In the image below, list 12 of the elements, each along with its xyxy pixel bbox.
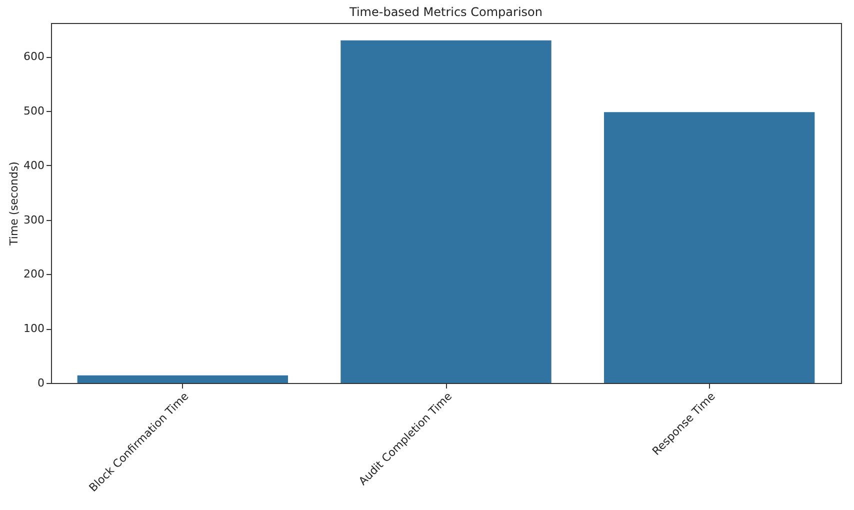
bar xyxy=(340,40,552,383)
y-tick-label: 300 xyxy=(24,213,44,226)
bar xyxy=(604,112,815,383)
y-tick-label: 500 xyxy=(24,104,44,118)
chart-title: Time-based Metrics Comparison xyxy=(348,5,542,19)
y-tick-label: 600 xyxy=(24,50,44,64)
y-tick-label: 100 xyxy=(24,322,44,336)
bar xyxy=(77,375,288,383)
y-tick-label: 0 xyxy=(38,376,44,390)
y-tick-label: 400 xyxy=(24,158,44,172)
y-tick-label: 200 xyxy=(24,268,44,281)
y-axis-title: Time (seconds) xyxy=(8,162,21,246)
